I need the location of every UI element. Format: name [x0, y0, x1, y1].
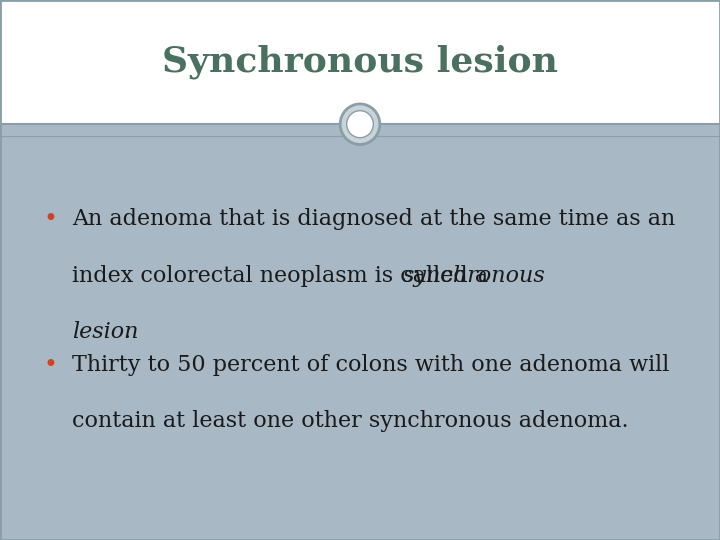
Text: contain at least one other synchronous adenoma.: contain at least one other synchronous a… [72, 410, 629, 433]
Text: Synchronous lesion: Synchronous lesion [162, 45, 558, 79]
FancyBboxPatch shape [0, 0, 720, 124]
Ellipse shape [340, 104, 380, 144]
Text: synchronous: synchronous [403, 265, 546, 287]
Text: lesion: lesion [72, 321, 138, 343]
Text: An adenoma that is diagnosed at the same time as an: An adenoma that is diagnosed at the same… [72, 208, 675, 230]
Text: •: • [43, 208, 58, 231]
Text: index colorectal neoplasm is called a: index colorectal neoplasm is called a [72, 265, 495, 287]
Text: .: . [124, 321, 131, 343]
Ellipse shape [347, 111, 373, 138]
Text: Thirty to 50 percent of colons with one adenoma will: Thirty to 50 percent of colons with one … [72, 354, 670, 376]
FancyBboxPatch shape [0, 124, 720, 540]
Text: •: • [43, 354, 58, 377]
